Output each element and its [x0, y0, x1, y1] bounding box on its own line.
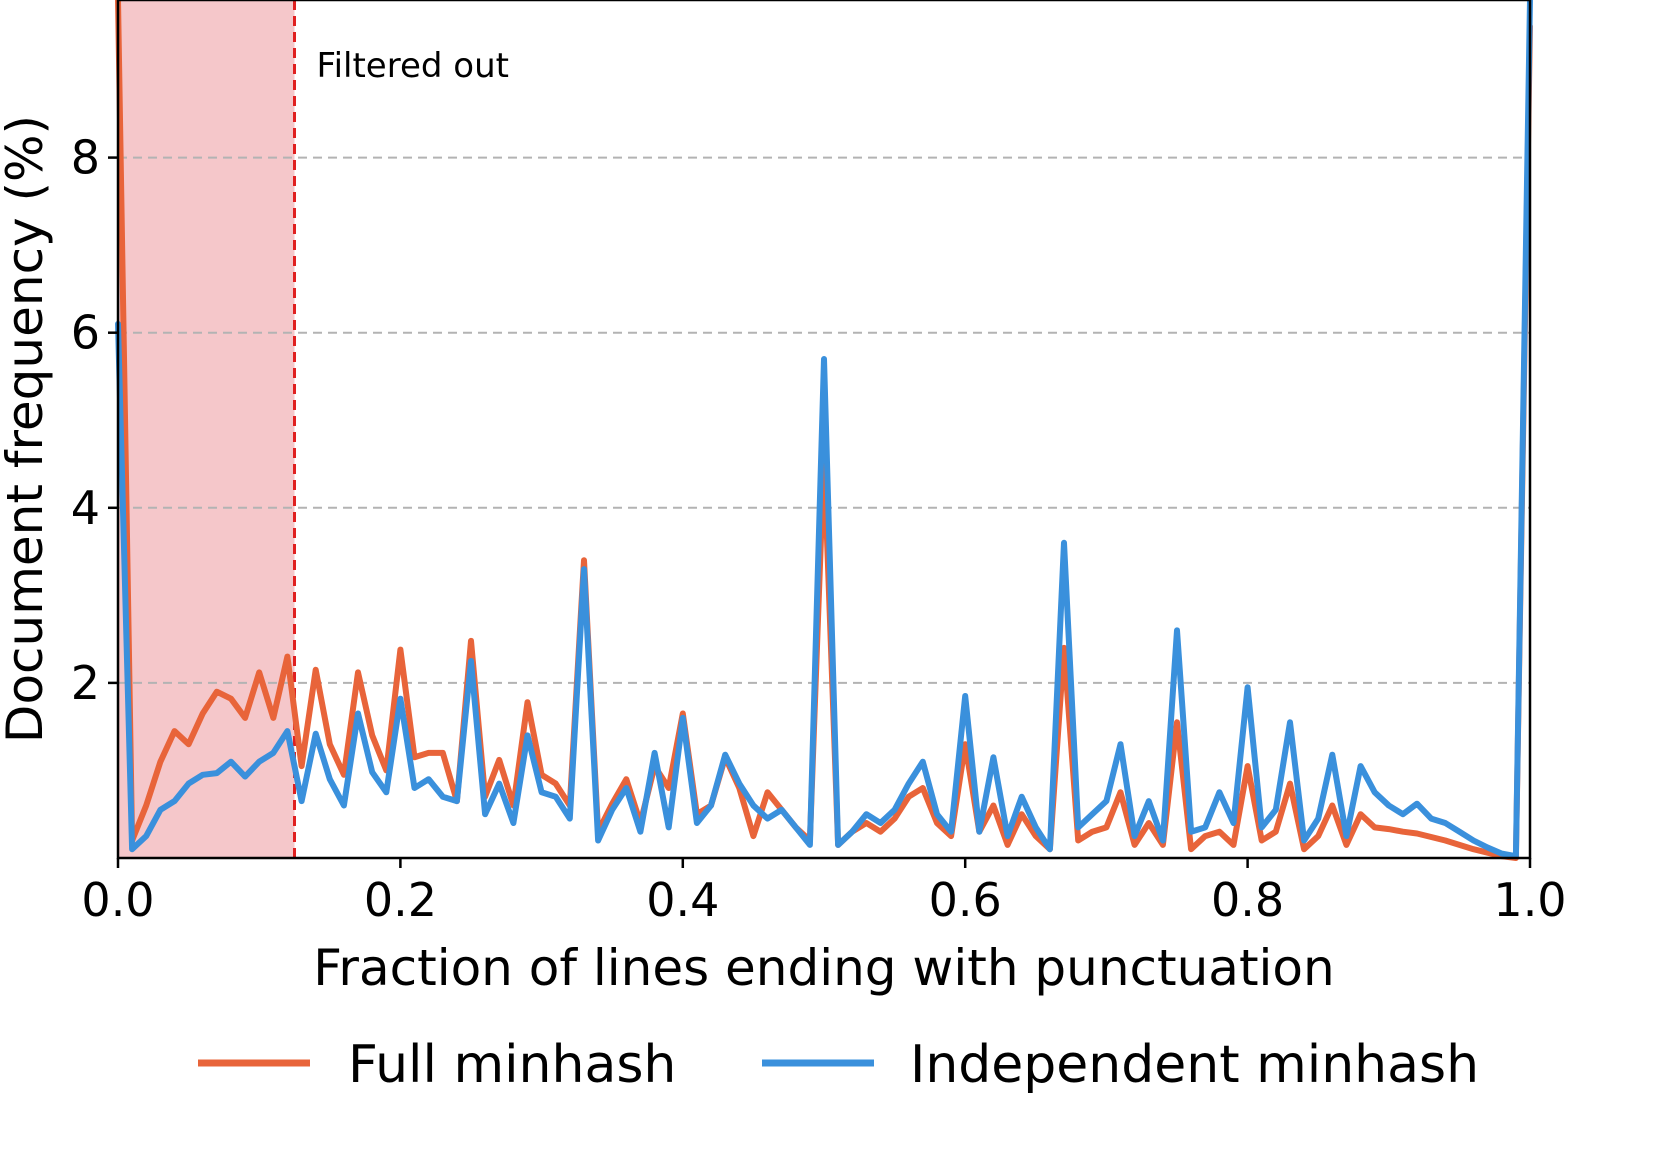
y-tick-label: 6 — [71, 306, 100, 360]
y-tick-label: 2 — [71, 656, 100, 710]
legend-label: Full minhash — [348, 1035, 676, 1095]
x-tick-label: 0.4 — [646, 873, 719, 927]
legend: Full minhash Independent minhash — [198, 1035, 1479, 1095]
x-tick-label: 0.0 — [81, 873, 154, 927]
x-tick-label: 0.8 — [1211, 873, 1284, 927]
x-tick-label: 0.6 — [929, 873, 1002, 927]
x-tick-label: 0.2 — [364, 873, 437, 927]
y-tick-label: 8 — [71, 131, 100, 185]
y-tick-label: 4 — [71, 481, 100, 535]
series-line-independent-minhash — [115, 0, 1533, 860]
filtered-region — [118, 0, 295, 858]
filter-annotation: Filtered out — [317, 46, 509, 86]
x-tick-label: 1.0 — [1493, 873, 1566, 927]
y-axis-label: Document frequency (%) — [0, 115, 54, 743]
plot-frame — [116, 0, 1532, 860]
legend-label: Independent minhash — [910, 1035, 1479, 1095]
x-axis-label: Fraction of lines ending with punctuatio… — [313, 939, 1334, 997]
